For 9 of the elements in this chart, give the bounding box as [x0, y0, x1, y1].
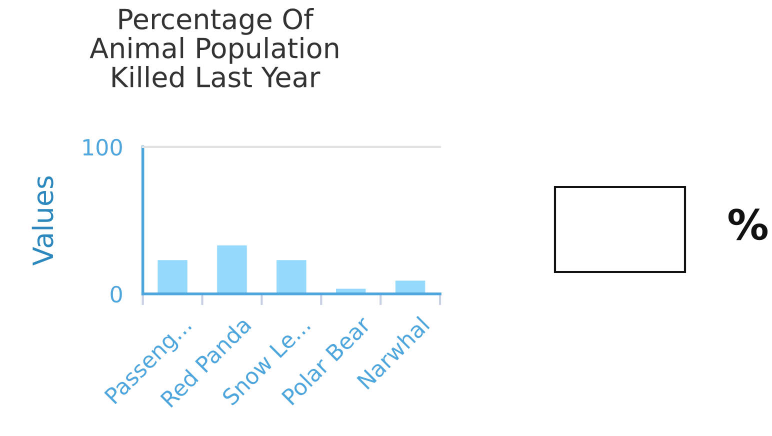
y-axis-title: Values [32, 176, 54, 266]
bar [395, 280, 426, 294]
bar [276, 260, 306, 294]
chart-title: Percentage Of Animal Population Killed Last Year [90, 8, 338, 88]
bar [158, 260, 188, 294]
y-tick-label: 100 [83, 138, 122, 156]
text: % [728, 208, 768, 240]
bar [217, 245, 247, 294]
y-tick-label: 0 [110, 286, 122, 303]
